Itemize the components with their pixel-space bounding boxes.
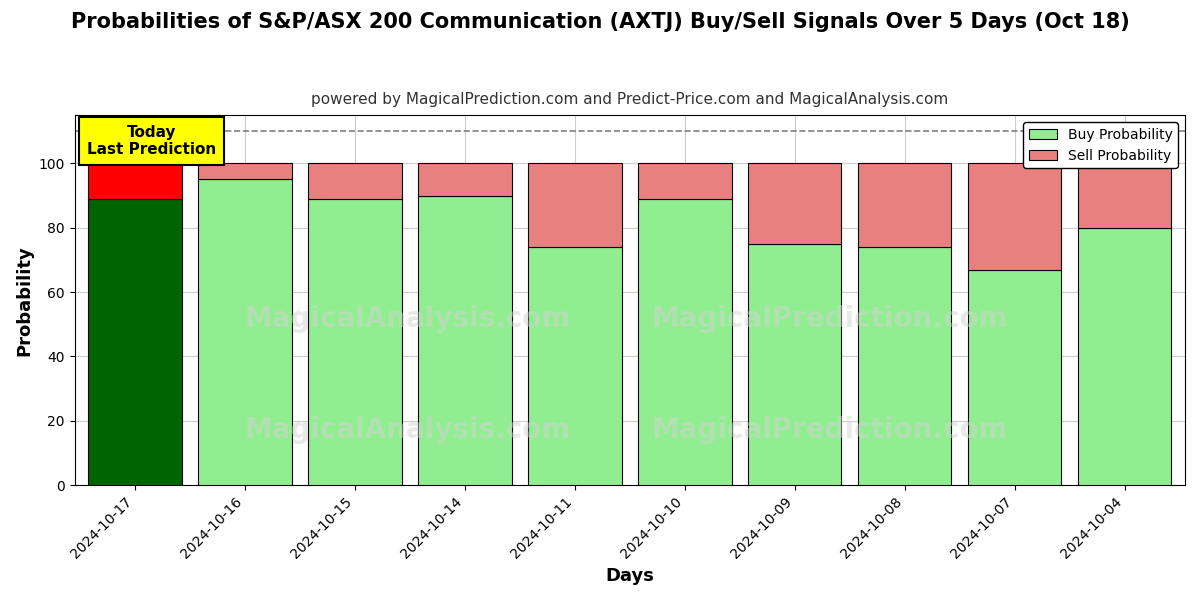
Legend: Buy Probability, Sell Probability: Buy Probability, Sell Probability — [1024, 122, 1178, 168]
Bar — [198, 179, 292, 485]
Bar — [419, 163, 511, 196]
Bar — [858, 163, 952, 247]
Y-axis label: Probability: Probability — [16, 245, 34, 356]
Bar — [1078, 228, 1171, 485]
Text: MagicalPrediction.com: MagicalPrediction.com — [652, 305, 1008, 332]
Bar — [748, 163, 841, 244]
Bar — [198, 163, 292, 179]
Text: MagicalAnalysis.com: MagicalAnalysis.com — [245, 416, 571, 443]
Bar — [89, 199, 182, 485]
Bar — [638, 199, 732, 485]
Bar — [89, 163, 182, 199]
Bar — [638, 163, 732, 199]
Text: Today
Last Prediction: Today Last Prediction — [86, 125, 216, 157]
Bar — [528, 163, 622, 247]
Bar — [748, 244, 841, 485]
Bar — [308, 199, 402, 485]
Bar — [968, 269, 1061, 485]
Text: Probabilities of S&P/ASX 200 Communication (AXTJ) Buy/Sell Signals Over 5 Days (: Probabilities of S&P/ASX 200 Communicati… — [71, 12, 1129, 32]
Bar — [1078, 163, 1171, 228]
Bar — [528, 247, 622, 485]
Title: powered by MagicalPrediction.com and Predict-Price.com and MagicalAnalysis.com: powered by MagicalPrediction.com and Pre… — [311, 92, 948, 107]
Bar — [968, 163, 1061, 269]
Text: MagicalPrediction.com: MagicalPrediction.com — [652, 416, 1008, 443]
Bar — [858, 247, 952, 485]
X-axis label: Days: Days — [605, 567, 654, 585]
Bar — [308, 163, 402, 199]
Text: MagicalAnalysis.com: MagicalAnalysis.com — [245, 305, 571, 332]
Bar — [419, 196, 511, 485]
